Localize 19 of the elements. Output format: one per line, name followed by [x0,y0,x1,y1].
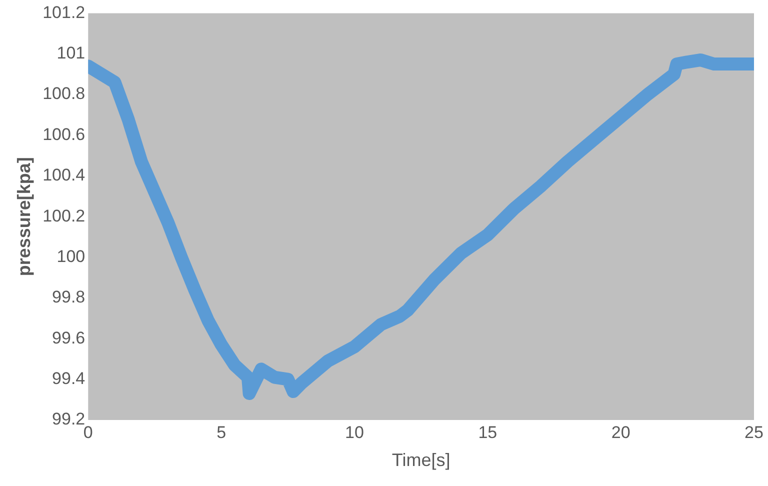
x-axis-title: Time[s] [392,450,450,470]
x-tick-label: 0 [83,422,93,442]
y-tick-label: 100.4 [42,166,86,185]
x-tick-label: 5 [216,422,226,442]
y-tick-label: 100 [56,246,86,266]
y-tick-label: 99.4 [52,369,86,388]
y-tick-label: 99.2 [52,410,86,429]
y-tick-label: 100.6 [42,124,86,144]
y-tick-label: 99.6 [52,328,86,348]
y-tick-label: 100.2 [42,206,86,226]
x-tick-label: 15 [478,422,498,442]
y-tick-label: 101 [56,44,86,63]
y-axis-title: pressure[kpa] [14,157,34,276]
y-tick-label: 101.2 [42,2,86,22]
x-tick-label: 10 [345,422,364,442]
y-tick-label: 100.8 [42,84,86,104]
x-tick-label: 25 [744,422,764,442]
y-tick-label: 99.8 [52,288,86,307]
x-tick-label: 20 [611,422,630,442]
